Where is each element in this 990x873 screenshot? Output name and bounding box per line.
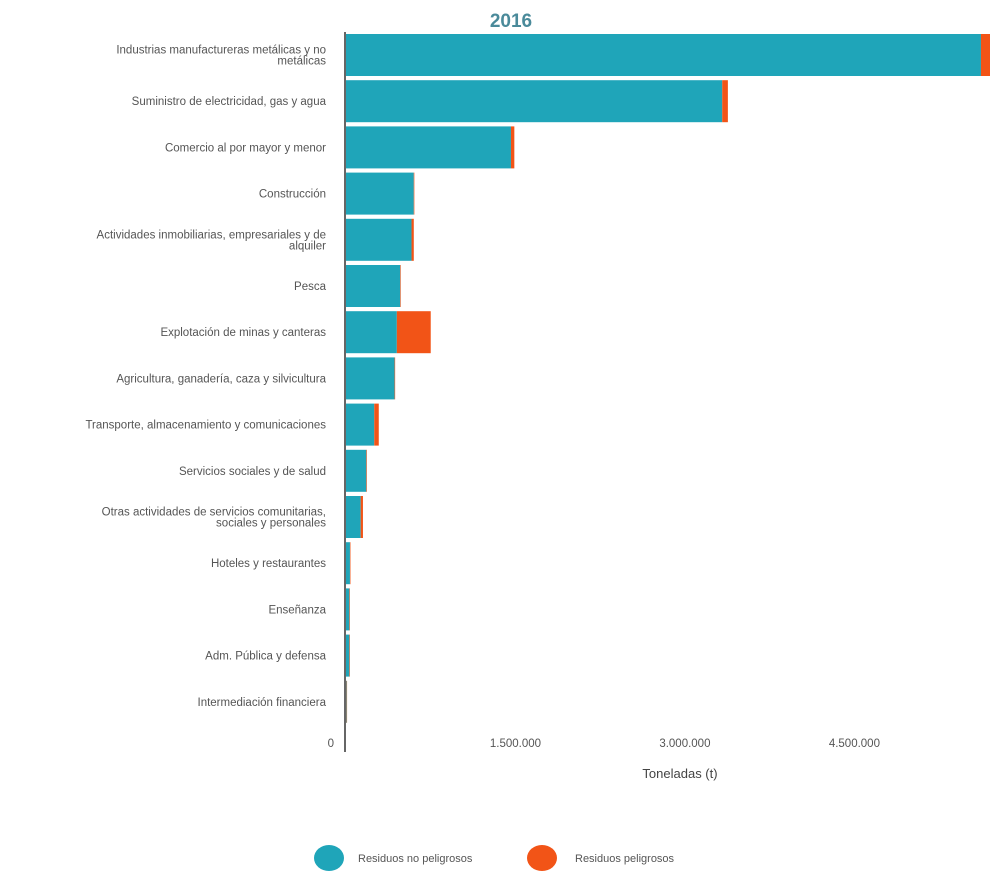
category-label-12: Enseñanza [268, 604, 326, 616]
legend-swatch-peligrosos [527, 845, 557, 871]
bar-peligrosos-8 [374, 403, 379, 446]
bar-peligrosos-4 [411, 218, 414, 261]
category-label-5: Pesca [294, 281, 327, 293]
bar-no-peligrosos-10 [346, 496, 361, 538]
bar-peligrosos-10 [360, 496, 363, 538]
category-label-3: Construcción [259, 189, 326, 201]
bar-no-peligrosos-6 [346, 311, 397, 354]
bar-no-peligrosos-1 [346, 80, 723, 123]
bar-no-peligrosos-14 [346, 680, 347, 723]
x-tick-label-1: 1.500.000 [490, 738, 541, 750]
bar-no-peligrosos-5 [346, 265, 401, 307]
bar-peligrosos-11 [349, 542, 351, 585]
category-label-4-line1: alquiler [289, 240, 326, 252]
x-tick-label-0: 0 [328, 738, 334, 750]
category-label-14: Intermediación financiera [198, 697, 327, 709]
x-tick-labels: 0 1.500.000 3.000.000 4.500.000 [328, 738, 880, 750]
category-label-0-line1: metálicas [277, 56, 326, 68]
category-label-8: Transporte, almacenamiento y comunicacio… [85, 420, 326, 432]
bar-no-peligrosos-12 [346, 588, 350, 631]
x-tick-label-2: 3.000.000 [659, 738, 710, 750]
bar-peligrosos-1 [722, 80, 728, 123]
bar-peligrosos-9 [366, 449, 367, 492]
category-label-10-line1: sociales y personales [216, 518, 326, 530]
x-tick-label-3: 4.500.000 [829, 738, 880, 750]
legend-swatch-no-peligrosos [314, 845, 344, 871]
category-label-0-line0: Industrias manufactureras metálicas y no [116, 45, 326, 57]
bar-no-peligrosos-0 [346, 34, 981, 76]
bar-peligrosos-2 [510, 126, 515, 169]
category-label-9: Servicios sociales y de salud [179, 466, 326, 478]
category-labels: Industrias manufactureras metálicas y no… [85, 45, 326, 709]
bar-no-peligrosos-8 [346, 403, 375, 446]
bar-no-peligrosos-3 [346, 172, 414, 215]
legend: Residuos no peligrosos Residuos peligroso… [314, 845, 675, 871]
category-label-4-line0: Actividades inmobiliarias, empresariales… [97, 229, 326, 241]
bar-peligrosos-14 [346, 680, 348, 723]
category-label-6: Explotación de minas y canteras [160, 327, 326, 339]
bar-peligrosos-7 [394, 357, 396, 400]
bar-no-peligrosos-2 [346, 126, 511, 169]
bar-peligrosos-0 [980, 34, 990, 76]
bar-no-peligrosos-4 [346, 218, 412, 261]
bar-no-peligrosos-11 [346, 542, 350, 585]
bar-peligrosos-12 [349, 588, 350, 631]
bar-peligrosos-3 [413, 172, 415, 215]
bar-peligrosos-13 [349, 634, 350, 677]
x-axis-title: Toneladas (t) [642, 766, 717, 781]
bar-no-peligrosos-7 [346, 357, 395, 400]
bar-peligrosos-5 [400, 265, 401, 307]
category-label-13: Adm. Pública y defensa [205, 651, 326, 663]
category-label-1: Suministro de electricidad, gas y agua [132, 96, 327, 108]
bar-no-peligrosos-13 [346, 634, 350, 677]
bar-peligrosos-6 [396, 311, 431, 354]
chart-title: 2016 [490, 11, 532, 32]
category-label-7: Agricultura, ganadería, caza y silvicult… [116, 373, 326, 385]
bar-no-peligrosos-9 [346, 449, 367, 492]
bars-group [346, 34, 990, 723]
category-label-10-line0: Otras actividades de servicios comunitar… [102, 507, 326, 519]
legend-label-peligrosos: Residuos peligrosos [575, 853, 675, 865]
category-label-11: Hoteles y restaurantes [211, 558, 326, 570]
category-label-2: Comercio al por mayor y menor [165, 142, 326, 154]
legend-label-no-peligrosos: Residuos no peligrosos [358, 853, 473, 865]
